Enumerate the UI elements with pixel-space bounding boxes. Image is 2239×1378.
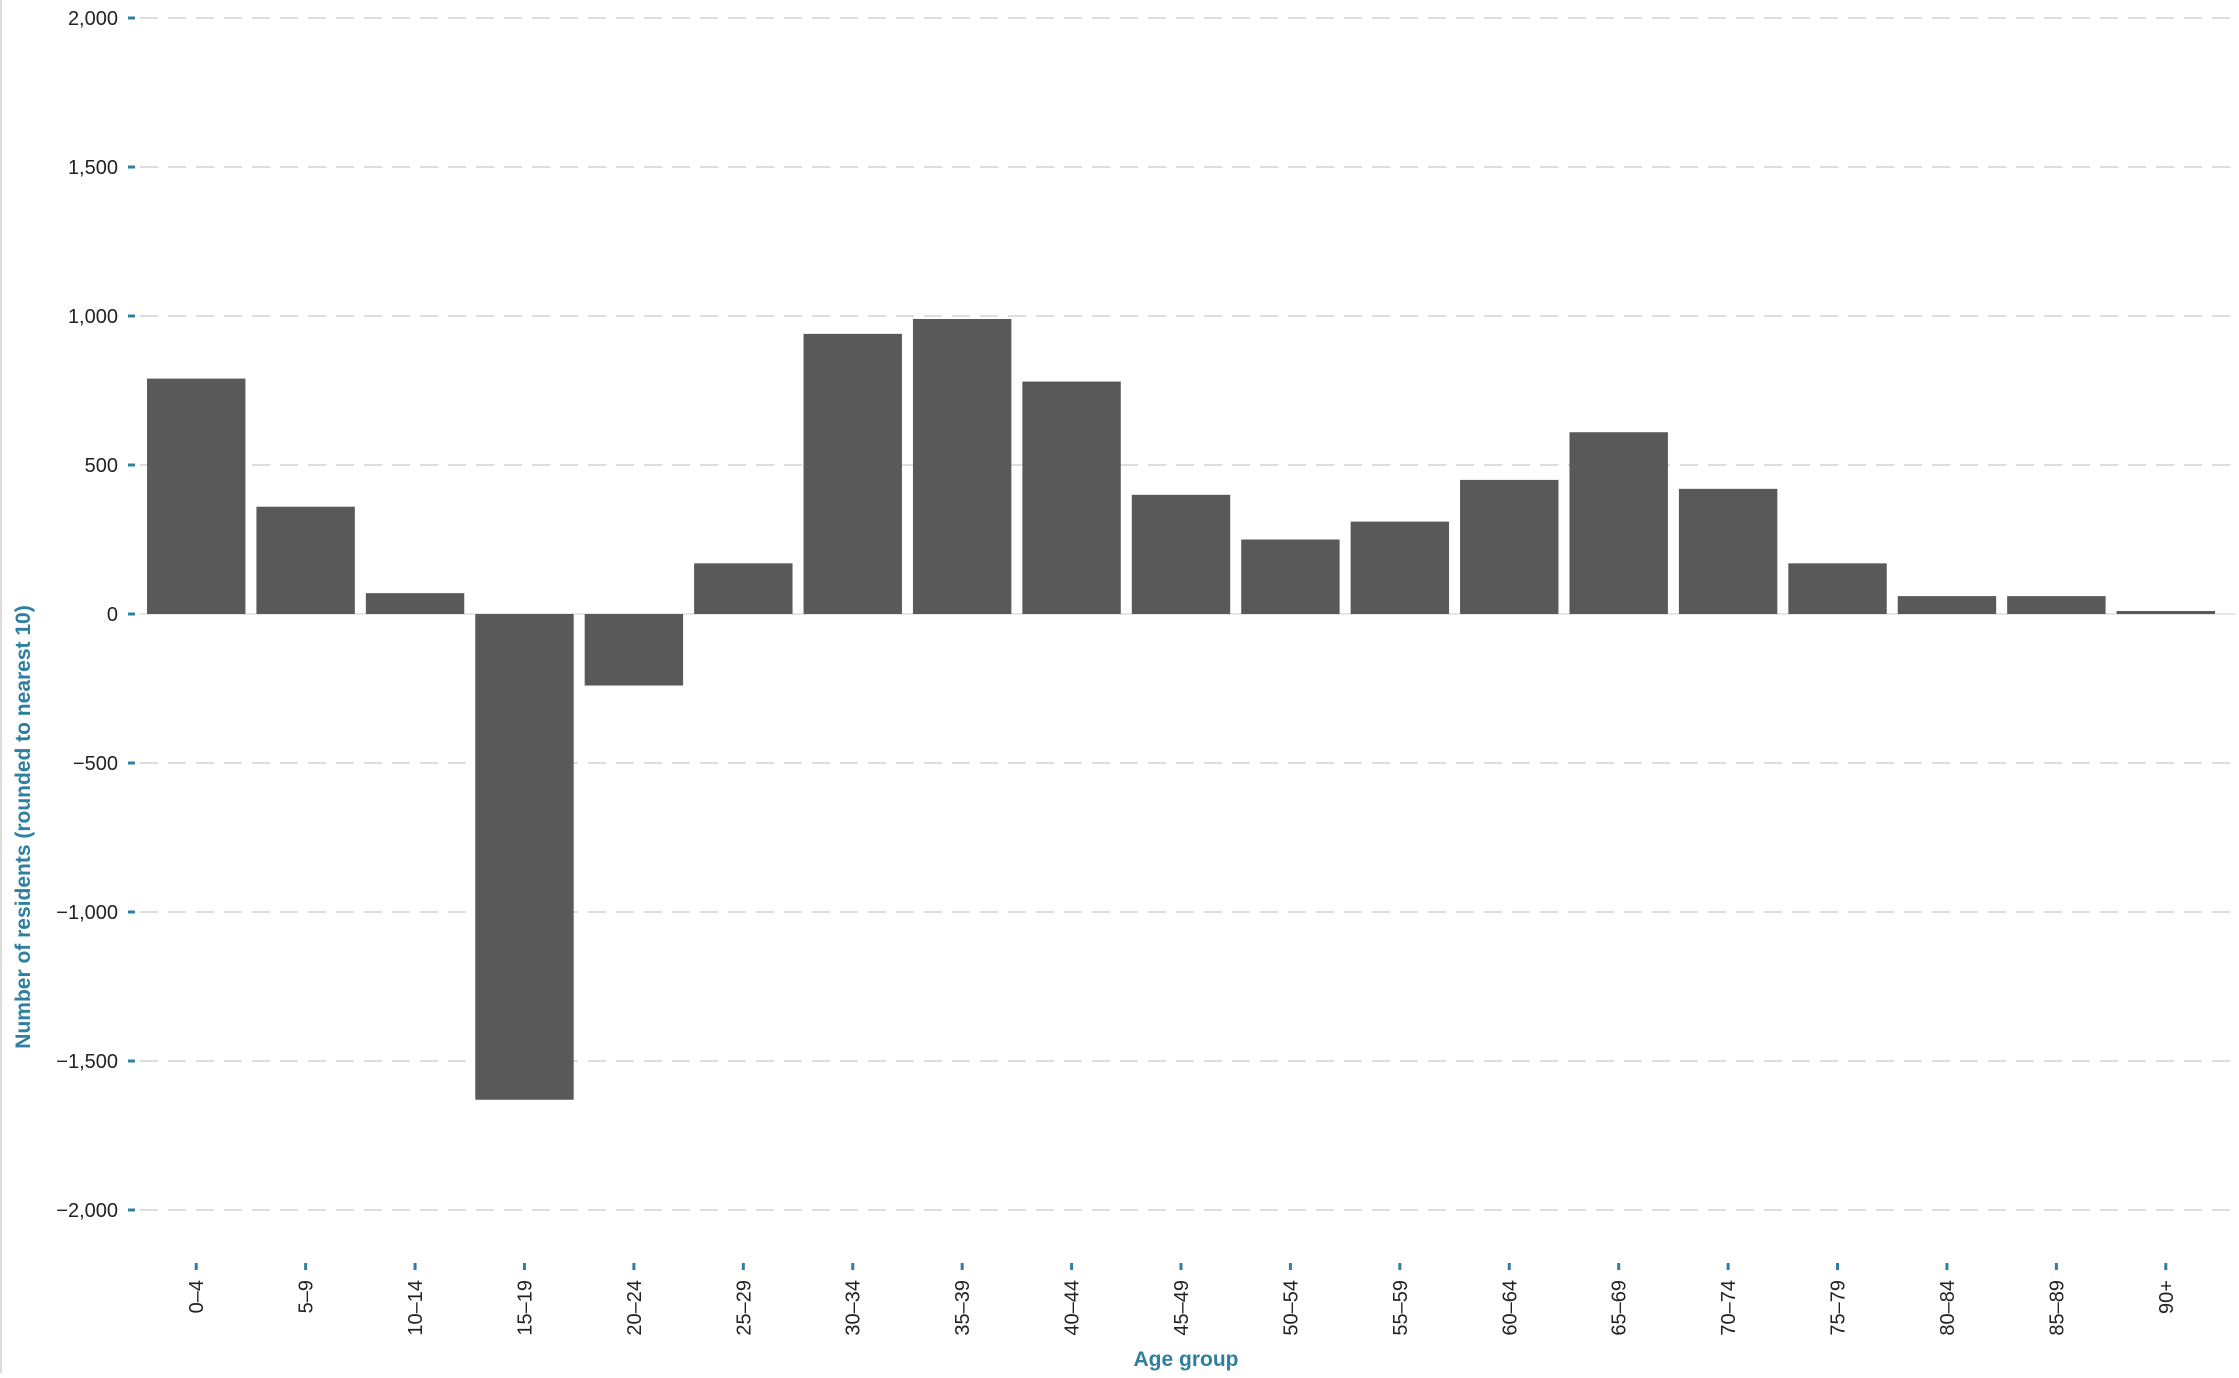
bar-70–74 [1678,488,1778,614]
bar-10–14 [365,593,465,614]
x-tick-label: 70–74 [1718,1280,1740,1336]
x-tick-label: 60–64 [1499,1280,1521,1336]
x-tick-label: 45–49 [1171,1280,1193,1336]
x-tick-label: 90+ [2156,1280,2178,1314]
bar-0–4 [147,378,246,614]
x-tick-label: 20–24 [624,1280,646,1336]
x-tick-label: 30–34 [843,1280,865,1336]
y-tick-label: 500 [85,455,118,477]
x-tick-label: 85–89 [2046,1280,2068,1336]
x-tick-label: 80–84 [1937,1280,1959,1336]
bars [147,318,2215,1100]
bar-50–54 [1241,539,1340,614]
x-tick-label: 5–9 [296,1280,318,1313]
x-tick-label: 75–79 [1828,1280,1850,1336]
y-tick-label: 0 [107,604,118,626]
y-axis-title: Number of residents (rounded to nearest … [12,605,35,1048]
y-tick-label: 1,500 [68,157,118,179]
y-tick-label: −2,000 [56,1200,118,1222]
bar-55–59 [1350,521,1450,614]
left-border [0,0,2,1373]
x-axis-title: Age group [1134,1348,1239,1371]
bar-15–19 [475,614,574,1100]
x-tick-label: 15–19 [514,1280,536,1336]
y-axis-ticks: 2,000 1,500 1,000 500 0 −500 −1,000 −1,500 −2,00… [56,8,135,1222]
bar-85–89 [2007,596,2106,614]
x-tick-label: 65–69 [1609,1280,1631,1336]
x-tick-label: 55–59 [1390,1280,1412,1336]
bar-90+ [2116,611,2215,614]
x-tick-label: 35–39 [952,1280,974,1336]
x-tick-label: 50–54 [1280,1280,1302,1336]
bar-40–44 [1022,381,1121,614]
bar-75–79 [1788,563,1887,614]
y-tick-label: −1,000 [56,902,118,924]
bar-80–84 [1897,596,1997,614]
bar-25–29 [694,563,793,614]
x-tick-label: 40–44 [1062,1280,1084,1336]
x-tick-label: 0–4 [186,1280,208,1313]
bar-35–39 [912,318,1012,614]
x-axis-ticks: 0–4 5–9 10–14 15–19 20–24 25–29 30–34 35–39 40–4… [186,1263,2178,1336]
x-tick-label: 10–14 [405,1280,427,1336]
bar-45–49 [1131,494,1231,614]
y-tick-label: 1,000 [68,306,118,328]
bar-20–24 [584,614,684,686]
bar-60–64 [1460,479,1559,614]
bar-65–69 [1569,432,1668,614]
bar-5–9 [256,506,355,614]
y-tick-label: −500 [73,753,118,775]
bar-30–34 [803,333,902,614]
y-tick-label: −1,500 [56,1051,118,1073]
y-tick-label: 2,000 [68,8,118,30]
x-tick-label: 25–29 [733,1280,755,1336]
